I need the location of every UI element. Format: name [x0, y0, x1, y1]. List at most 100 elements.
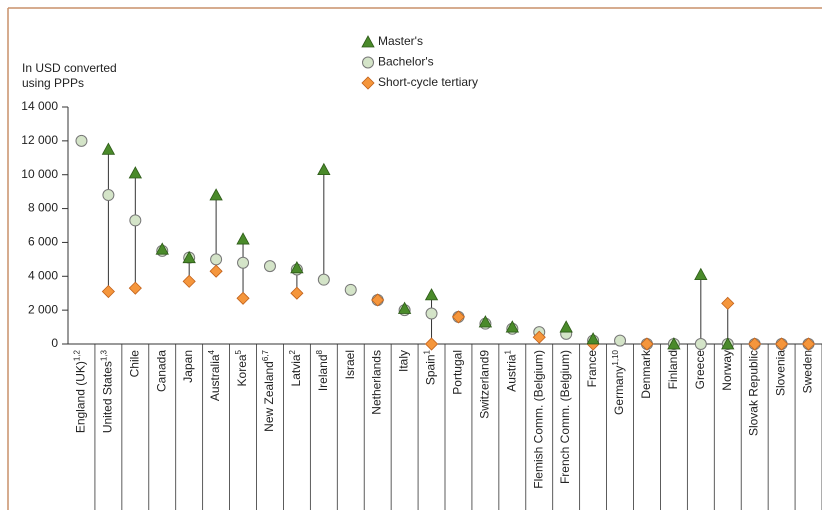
- marker-triangle: [505, 320, 519, 333]
- x-tick-label: Australia4: [207, 349, 222, 401]
- category-name: Greece: [693, 350, 707, 390]
- marker-diamond: [209, 264, 223, 278]
- marker-circle: [210, 253, 223, 266]
- marker-diamond: [801, 337, 816, 351]
- marker-diamond: [236, 291, 250, 305]
- marker-diamond: [532, 330, 546, 344]
- x-tick-label: Ireland8: [315, 349, 330, 391]
- category-name: Latvia: [289, 354, 303, 386]
- category-name: France: [585, 350, 599, 388]
- y-axis-label: using PPPs: [22, 76, 84, 90]
- x-tick-label: United States1,3: [100, 349, 115, 433]
- y-axis-label: In USD converted: [22, 61, 117, 75]
- x-tick-label: Norway: [720, 350, 734, 391]
- category-note: 5: [234, 349, 243, 354]
- marker-diamond: [640, 337, 654, 351]
- category-name: Slovenia: [774, 350, 788, 396]
- marker-diamond: [290, 286, 304, 300]
- legend-label: Bachelor's: [378, 55, 434, 69]
- category-name: Canada: [154, 350, 168, 392]
- x-tick-label: Israel: [343, 350, 357, 379]
- category-name: Spain: [424, 354, 438, 385]
- category-name: Denmark: [639, 349, 653, 399]
- x-tick-label: France: [585, 350, 599, 388]
- marker-circle: [237, 256, 250, 269]
- y-tick-label: 6 000: [28, 235, 58, 249]
- marker-triangle: [128, 166, 142, 179]
- x-tick-label: New Zealand6,7: [261, 349, 276, 431]
- x-tick-label: Canada: [154, 350, 168, 392]
- category-name: Switzerland9: [478, 350, 492, 419]
- x-tick-label: Austria1: [503, 349, 518, 391]
- y-tick-label: 0: [51, 336, 58, 350]
- marker-circle: [129, 214, 142, 227]
- x-tick-label: Chile: [127, 350, 141, 378]
- marker-diamond: [721, 296, 735, 310]
- category-note: 4: [207, 349, 216, 354]
- category-note: 1,2: [73, 349, 82, 361]
- x-tick-label: Italy: [397, 350, 411, 372]
- y-tick-label: 2 000: [28, 302, 58, 316]
- x-tick-label: Flemish Comm. (Belgium): [531, 350, 545, 489]
- y-tick-label: 4 000: [28, 268, 58, 282]
- category-note: 6,7: [261, 349, 270, 361]
- x-tick-label: Switzerland9: [478, 350, 492, 419]
- category-name: Germany: [612, 366, 626, 415]
- marker-triangle: [586, 332, 600, 345]
- marker-triangle: [317, 162, 331, 176]
- x-tick-label: Slovak Republic: [747, 350, 761, 436]
- x-tick-label: French Comm. (Belgium): [558, 350, 572, 484]
- category-name: England (UK): [74, 361, 88, 433]
- marker-triangle: [721, 337, 735, 350]
- category-name: Norway: [720, 350, 734, 391]
- legend-marker: [361, 76, 375, 90]
- category-name: Italy: [397, 350, 411, 372]
- marker-triangle: [397, 301, 412, 314]
- marker-triangle: [478, 315, 493, 328]
- x-tick-label: Japan: [181, 350, 195, 383]
- marker-diamond: [371, 293, 385, 307]
- x-tick-label: Slovenia: [774, 350, 788, 396]
- marker-diamond: [748, 337, 762, 351]
- marker-triangle: [424, 288, 439, 301]
- marker-circle: [425, 307, 438, 320]
- marker-triangle: [209, 188, 223, 201]
- category-name: New Zealand: [262, 361, 276, 432]
- x-tick-label: Netherlands: [370, 350, 384, 415]
- marker-triangle: [101, 142, 116, 155]
- x-tick-label: Korea5: [234, 349, 249, 386]
- category-name: Israel: [343, 350, 357, 379]
- category-name: Japan: [181, 350, 195, 383]
- marker-circle: [263, 260, 276, 273]
- x-tick-label: Portugal: [451, 350, 465, 395]
- marker-triangle: [236, 232, 250, 245]
- marker-triangle: [559, 320, 573, 333]
- marker-circle: [694, 338, 707, 350]
- marker-triangle: [155, 242, 169, 255]
- legend-marker: [362, 56, 374, 69]
- category-note: 2: [288, 349, 297, 354]
- marker-diamond: [101, 284, 115, 299]
- category-note: 1,10: [611, 349, 620, 365]
- marker-diamond: [128, 281, 142, 295]
- category-name: Australia: [208, 354, 222, 401]
- category-note: 1,3: [100, 349, 109, 361]
- marker-circle: [317, 273, 330, 286]
- x-tick-label: Germany1,10: [611, 349, 626, 414]
- y-tick-label: 10 000: [21, 167, 58, 181]
- legend-label: Short-cycle tertiary: [378, 75, 478, 89]
- marker-circle: [614, 334, 627, 347]
- category-name: French Comm. (Belgium): [558, 350, 572, 484]
- category-name: Korea: [235, 354, 249, 386]
- category-note: 8: [315, 349, 324, 354]
- marker-circle: [102, 189, 115, 202]
- category-name: Slovak Republic: [747, 350, 761, 436]
- marker-triangle: [182, 250, 196, 264]
- category-note: 1: [503, 349, 512, 354]
- marker-triangle: [694, 267, 708, 280]
- x-tick-label: Greece: [693, 350, 707, 390]
- x-tick-label: Latvia2: [288, 349, 303, 386]
- marker-triangle: [667, 337, 681, 350]
- marker-triangle: [290, 260, 304, 274]
